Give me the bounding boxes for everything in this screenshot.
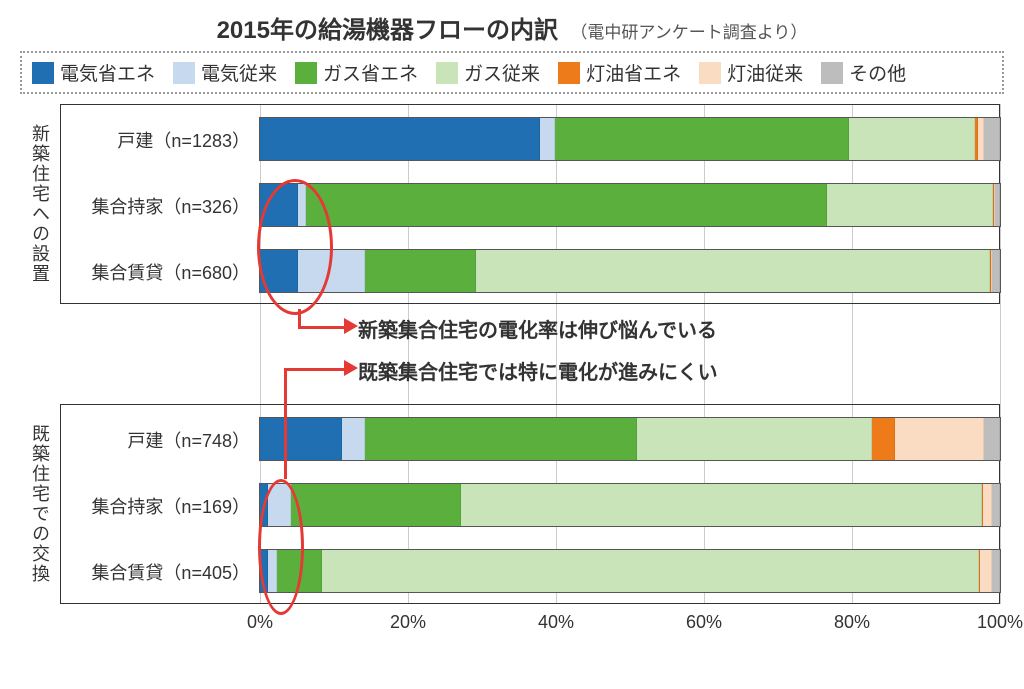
- bar-segment: [992, 250, 1000, 292]
- bar-segment: [260, 118, 540, 160]
- x-tick: 40%: [538, 612, 574, 633]
- legend-swatch: [436, 62, 458, 84]
- bar-segment: [872, 418, 895, 460]
- row-label: 集合賃貸（n=680）: [64, 259, 250, 285]
- bar-segment: [895, 418, 984, 460]
- x-tick: 60%: [686, 612, 722, 633]
- legend-item: ガス省エネ: [295, 59, 418, 86]
- bar-segment: [995, 184, 1000, 226]
- bar-segment: [980, 550, 992, 592]
- stacked-bar: [260, 250, 1000, 292]
- bar-segment: [365, 250, 476, 292]
- callout-line: [298, 326, 344, 329]
- bar-segment: [984, 118, 1000, 160]
- bar-segment: [827, 184, 993, 226]
- legend-item: 電気従来: [173, 59, 277, 86]
- chart-title: 2015年の給湯機器フローの内訳: [217, 17, 558, 44]
- group-title: 既築住宅での交換: [20, 404, 61, 604]
- callout-ellipse: [258, 479, 304, 615]
- callout-text: 既築集合住宅では特に電化が進みにくい: [358, 356, 718, 385]
- bar-segment: [992, 550, 1000, 592]
- bar-segment: [984, 418, 1000, 460]
- chart-subtitle: （電中研アンケート調査より）: [570, 23, 807, 42]
- x-tick: 20%: [390, 612, 426, 633]
- legend-item: 灯油従来: [699, 59, 803, 86]
- row-label: 戸建（n=1283）: [64, 127, 250, 153]
- row-label: 戸建（n=748）: [64, 427, 250, 453]
- bar-segment: [291, 484, 461, 526]
- bar-segment: [461, 484, 982, 526]
- legend-swatch: [295, 62, 317, 84]
- arrow-icon: [344, 360, 358, 376]
- bar-segment: [992, 484, 1000, 526]
- legend-label: ガス従来: [464, 59, 540, 86]
- legend-label: 灯油従来: [727, 59, 803, 86]
- legend-label: 電気省エネ: [60, 59, 155, 86]
- group-title: 新築住宅への設置: [20, 104, 61, 304]
- callout-line: [298, 309, 301, 326]
- row-label: 集合持家（n=326）: [64, 193, 250, 219]
- stacked-bar: [260, 550, 1000, 592]
- bar-segment: [365, 418, 637, 460]
- legend-swatch: [32, 62, 54, 84]
- callout-line: [284, 368, 344, 371]
- x-tick: 0%: [247, 612, 273, 633]
- bar-segment: [260, 418, 342, 460]
- callout-line: [284, 368, 287, 479]
- gridline: [1000, 104, 1001, 604]
- legend-label: 灯油省エネ: [586, 59, 681, 86]
- bar-segment: [983, 484, 991, 526]
- stacked-bar: [260, 418, 1000, 460]
- legend-label: その他: [849, 59, 906, 86]
- legend: 電気省エネ 電気従来 ガス省エネ ガス従来 灯油省エネ 灯油従来 その他: [20, 51, 1004, 94]
- bar-segment: [322, 550, 979, 592]
- legend-swatch: [821, 62, 843, 84]
- arrow-icon: [344, 318, 358, 334]
- legend-item: 灯油省エネ: [558, 59, 681, 86]
- legend-swatch: [173, 62, 195, 84]
- row-label: 集合持家（n=169）: [64, 493, 250, 519]
- legend-label: ガス省エネ: [323, 59, 418, 86]
- bar-segment: [637, 418, 873, 460]
- bar-segment: [476, 250, 990, 292]
- x-tick: 100%: [977, 612, 1023, 633]
- legend-item: その他: [821, 59, 906, 86]
- stacked-bar: [260, 118, 1000, 160]
- legend-item: ガス従来: [436, 59, 540, 86]
- bar-segment: [540, 118, 556, 160]
- callout-text: 新築集合住宅の電化率は伸び悩んでいる: [358, 314, 717, 343]
- bar-segment: [306, 184, 827, 226]
- x-tick: 80%: [834, 612, 870, 633]
- legend-swatch: [558, 62, 580, 84]
- callout-ellipse: [257, 179, 333, 315]
- stacked-bar: [260, 484, 1000, 526]
- row-label: 集合賃貸（n=405）: [64, 559, 250, 585]
- bar-segment: [555, 118, 849, 160]
- bar-segment: [849, 118, 975, 160]
- legend-label: 電気従来: [201, 59, 277, 86]
- legend-item: 電気省エネ: [32, 59, 155, 86]
- legend-swatch: [699, 62, 721, 84]
- bar-segment: [342, 418, 365, 460]
- stacked-bar: [260, 184, 1000, 226]
- chart-plot: 0%20%40%60%80%100%新築住宅への設置戸建（n=1283）集合持家…: [20, 104, 1004, 664]
